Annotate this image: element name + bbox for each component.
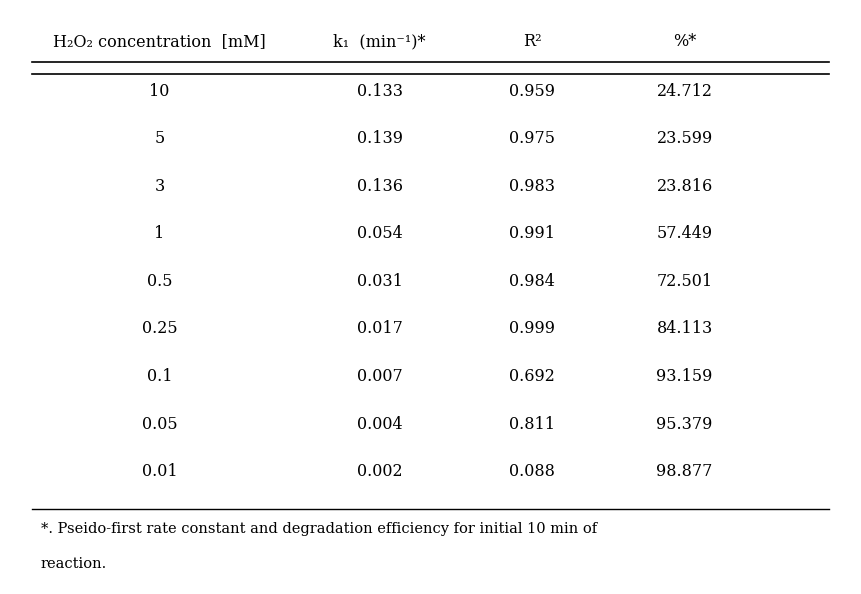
Text: 23.599: 23.599 xyxy=(656,130,713,147)
Text: 5: 5 xyxy=(154,130,164,147)
Text: 98.877: 98.877 xyxy=(656,463,713,480)
Text: 0.054: 0.054 xyxy=(356,225,403,242)
Text: 93.159: 93.159 xyxy=(656,368,713,385)
Text: 0.811: 0.811 xyxy=(509,416,555,432)
Text: 72.501: 72.501 xyxy=(657,273,713,290)
Text: %*: %* xyxy=(673,33,697,50)
Text: 0.983: 0.983 xyxy=(509,178,555,195)
Text: 0.136: 0.136 xyxy=(356,178,403,195)
Text: 0.5: 0.5 xyxy=(146,273,172,290)
Text: 0.959: 0.959 xyxy=(509,83,555,100)
Text: reaction.: reaction. xyxy=(40,557,107,571)
Text: 0.975: 0.975 xyxy=(509,130,555,147)
Text: *. Pseido-first rate constant and degradation efficiency for initial 10 min of: *. Pseido-first rate constant and degrad… xyxy=(40,522,597,536)
Text: H₂O₂ concentration  [mM]: H₂O₂ concentration [mM] xyxy=(53,33,266,50)
Text: 0.031: 0.031 xyxy=(356,273,403,290)
Text: 0.007: 0.007 xyxy=(356,368,403,385)
Text: k₁  (min⁻¹)*: k₁ (min⁻¹)* xyxy=(333,33,426,50)
Text: 0.088: 0.088 xyxy=(509,463,555,480)
Text: 0.25: 0.25 xyxy=(141,320,177,337)
Text: R²: R² xyxy=(523,33,542,50)
Text: 0.692: 0.692 xyxy=(509,368,555,385)
Text: 0.004: 0.004 xyxy=(356,416,402,432)
Text: 1: 1 xyxy=(154,225,164,242)
Text: 95.379: 95.379 xyxy=(656,416,713,432)
Text: 24.712: 24.712 xyxy=(657,83,713,100)
Text: 0.1: 0.1 xyxy=(146,368,172,385)
Text: 0.984: 0.984 xyxy=(509,273,555,290)
Text: 0.991: 0.991 xyxy=(509,225,555,242)
Text: 3: 3 xyxy=(154,178,164,195)
Text: 84.113: 84.113 xyxy=(656,320,713,337)
Text: 0.05: 0.05 xyxy=(141,416,177,432)
Text: 0.002: 0.002 xyxy=(356,463,402,480)
Text: 0.133: 0.133 xyxy=(356,83,403,100)
Text: 10: 10 xyxy=(149,83,170,100)
Text: 0.999: 0.999 xyxy=(509,320,555,337)
Text: 57.449: 57.449 xyxy=(657,225,713,242)
Text: 0.017: 0.017 xyxy=(356,320,403,337)
Text: 0.01: 0.01 xyxy=(141,463,177,480)
Text: 23.816: 23.816 xyxy=(656,178,713,195)
Text: 0.139: 0.139 xyxy=(356,130,403,147)
